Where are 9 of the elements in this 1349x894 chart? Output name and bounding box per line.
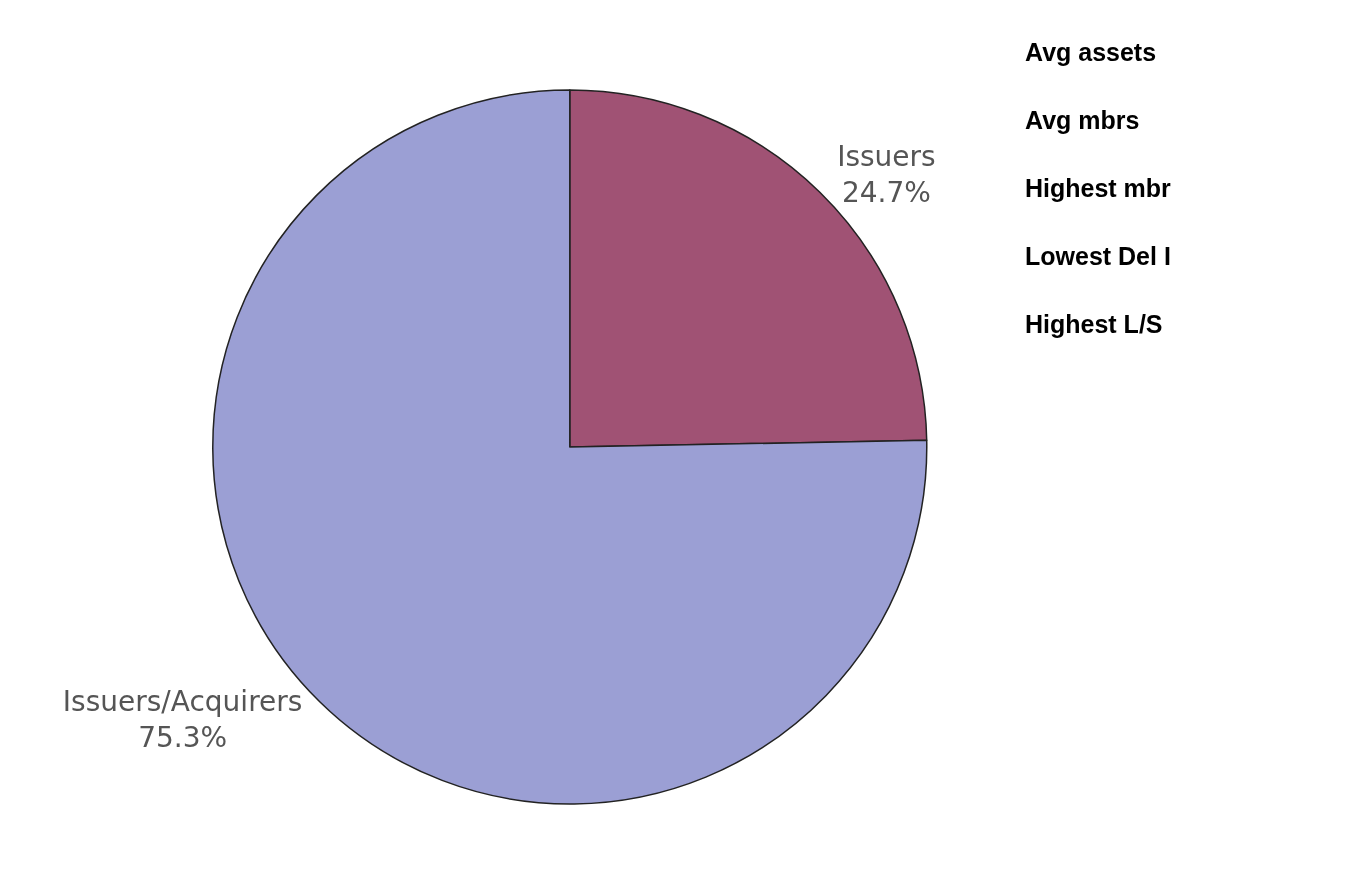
text: Avg mbrs — [1025, 106, 1141, 136]
text: Highest mbr — [1025, 174, 1171, 204]
slice-label: Issuers/Acquirers — [62, 684, 303, 718]
text: Lowest Del I — [1025, 242, 1171, 272]
text: Avg assets — [1025, 38, 1158, 68]
text: Highest L/S — [1025, 310, 1164, 340]
slice-label: Issuers — [837, 139, 936, 173]
data-label: 24.7% — [841, 176, 931, 210]
data-label: 75.3% — [138, 721, 228, 755]
